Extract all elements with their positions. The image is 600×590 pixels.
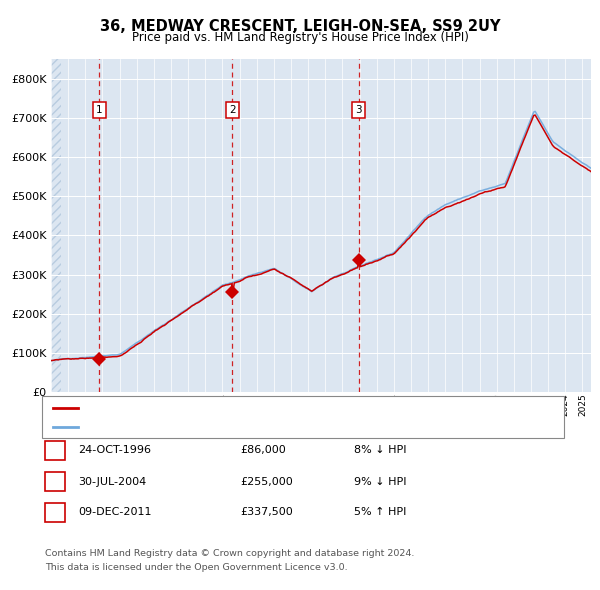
Text: 24-OCT-1996: 24-OCT-1996 [78,445,151,455]
Text: HPI: Average price, detached house, Southend-on-Sea: HPI: Average price, detached house, Sout… [83,422,366,432]
Text: 2: 2 [52,477,58,487]
Text: £86,000: £86,000 [240,445,286,455]
Text: 9% ↓ HPI: 9% ↓ HPI [354,477,407,487]
Text: 5% ↑ HPI: 5% ↑ HPI [354,507,406,517]
Text: 09-DEC-2011: 09-DEC-2011 [78,507,151,517]
Text: £337,500: £337,500 [240,507,293,517]
Text: 36, MEDWAY CRESCENT, LEIGH-ON-SEA, SS9 2UY: 36, MEDWAY CRESCENT, LEIGH-ON-SEA, SS9 2… [100,19,500,34]
Text: Price paid vs. HM Land Registry's House Price Index (HPI): Price paid vs. HM Land Registry's House … [131,31,469,44]
Text: 30-JUL-2004: 30-JUL-2004 [78,477,146,487]
Text: 3: 3 [52,507,58,517]
Text: £255,000: £255,000 [240,477,293,487]
Text: 36, MEDWAY CRESCENT, LEIGH-ON-SEA, SS9 2UY (detached house): 36, MEDWAY CRESCENT, LEIGH-ON-SEA, SS9 2… [83,402,434,412]
Text: 1: 1 [96,105,103,115]
Text: 8% ↓ HPI: 8% ↓ HPI [354,445,407,455]
Text: This data is licensed under the Open Government Licence v3.0.: This data is licensed under the Open Gov… [45,563,347,572]
Text: 2: 2 [229,105,236,115]
Text: Contains HM Land Registry data © Crown copyright and database right 2024.: Contains HM Land Registry data © Crown c… [45,549,415,558]
Text: 3: 3 [355,105,362,115]
Text: 1: 1 [52,445,58,455]
